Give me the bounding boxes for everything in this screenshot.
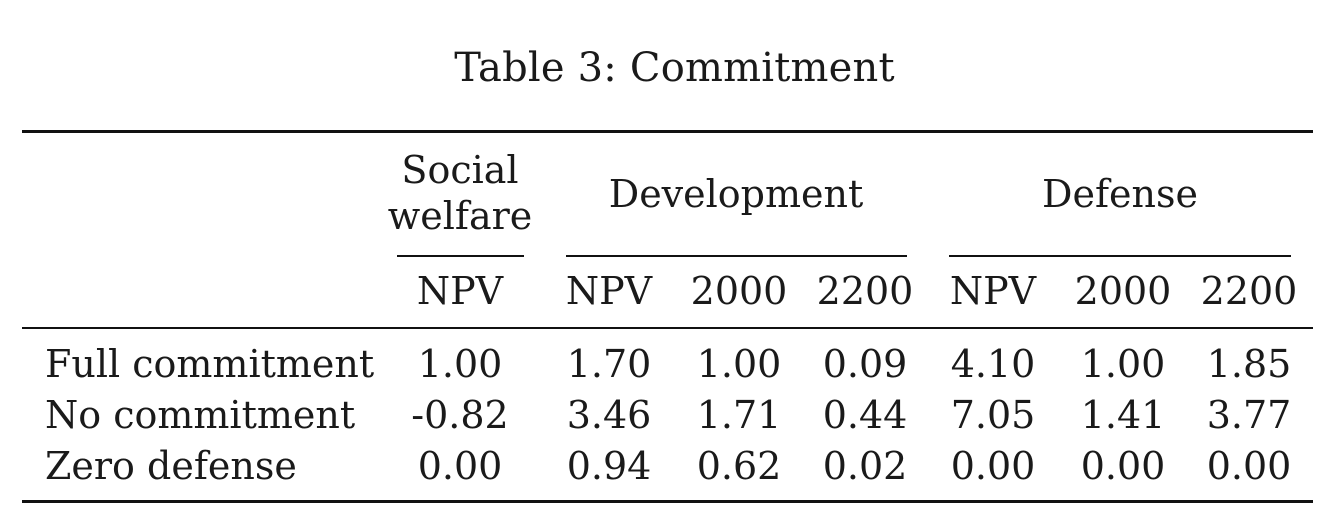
table-cell: 1.00 [1080,342,1166,386]
cmidrule-social-welfare [397,255,524,257]
table-cell: 1.71 [696,393,782,437]
table-cell: 1.00 [696,342,782,386]
row-label: Full commitment [45,342,375,386]
table-cell: 1.85 [1206,342,1292,386]
table-cell: 0.09 [822,342,908,386]
col-header-dev-npv: NPV [565,269,653,313]
header-social-welfare-line1: Social [401,148,519,192]
row-label: Zero defense [45,444,297,488]
col-header-dev-2200: 2200 [816,269,914,313]
cmidrule-defense [949,255,1291,257]
table-cell: 3.77 [1206,393,1292,437]
table-cell: 0.00 [950,444,1036,488]
table-cell: 0.94 [566,444,652,488]
table-cell: 3.46 [566,393,652,437]
col-header-def-npv: NPV [949,269,1037,313]
table-cell: 0.00 [1080,444,1166,488]
header-defense: Defense [1042,172,1198,216]
table-cell: 1.70 [566,342,652,386]
table-cell: 0.00 [417,444,503,488]
cmidrule-development [566,255,907,257]
bottom-rule [22,500,1313,503]
header-social-welfare-line2: welfare [387,194,533,238]
col-header-def-2000: 2000 [1074,269,1172,313]
header-development: Development [608,172,864,216]
table-cell: 1.00 [417,342,503,386]
table-cell: 0.02 [822,444,908,488]
mid-rule [22,327,1313,329]
top-rule [22,130,1313,133]
table-cell: 4.10 [950,342,1036,386]
table-cell: 0.00 [1206,444,1292,488]
row-label: No commitment [45,393,356,437]
col-header-dev-2000: 2000 [690,269,788,313]
table-cell: -0.82 [411,393,509,437]
table-caption: Table 3: Commitment [454,45,895,91]
col-header-sw-npv: NPV [416,269,504,313]
header-social-welfare: Social welfare [388,147,533,239]
table-cell: 0.44 [822,393,908,437]
table-cell: 7.05 [950,393,1036,437]
col-header-def-2200: 2200 [1200,269,1298,313]
table-cell: 0.62 [696,444,782,488]
table-cell: 1.41 [1080,393,1166,437]
